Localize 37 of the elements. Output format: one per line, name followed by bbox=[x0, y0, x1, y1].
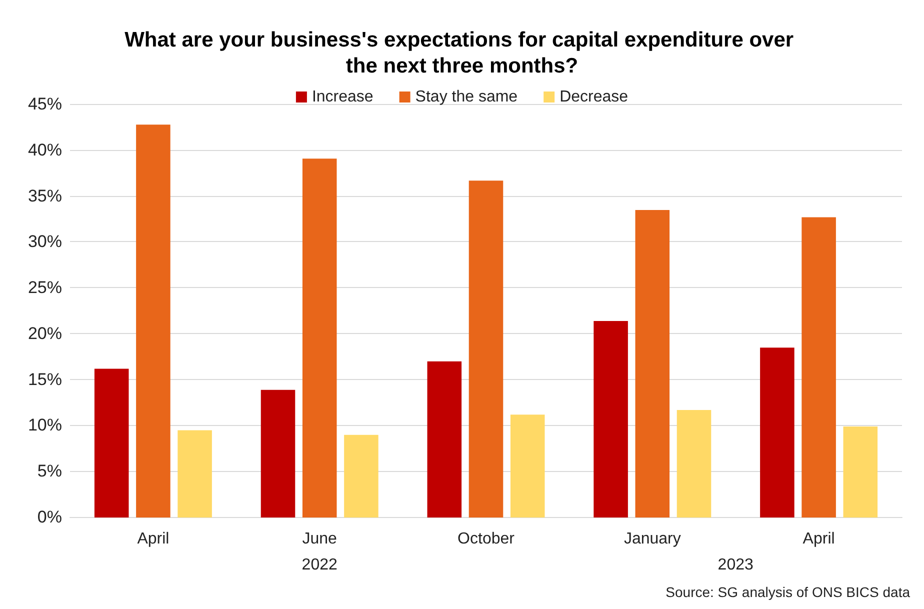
x-tick-label: January bbox=[624, 530, 681, 548]
text: 2023 bbox=[718, 556, 754, 574]
y-tick-label: 30% bbox=[28, 232, 62, 252]
y-tick-label: 45% bbox=[28, 94, 62, 114]
y-tick-label: 20% bbox=[28, 324, 62, 343]
y-tick-label: 5% bbox=[37, 462, 62, 481]
bar bbox=[344, 434, 378, 518]
legend-label: Decrease bbox=[560, 88, 628, 106]
bar bbox=[427, 361, 462, 518]
bar bbox=[843, 426, 878, 518]
y-tick-label: 25% bbox=[28, 278, 62, 298]
bar bbox=[676, 410, 712, 518]
x-tick-label: April bbox=[802, 530, 835, 548]
bar bbox=[468, 180, 504, 518]
bar bbox=[635, 210, 670, 518]
bar bbox=[94, 368, 129, 518]
source-note: Source: SG analysis of ONS BICS data bbox=[666, 584, 910, 600]
y-tick-label: 10% bbox=[28, 416, 62, 435]
bar bbox=[594, 321, 628, 518]
bar bbox=[760, 348, 794, 518]
y-tick-label: 40% bbox=[28, 140, 62, 160]
bar bbox=[178, 430, 212, 518]
y-tick-label: 15% bbox=[28, 370, 62, 389]
bar bbox=[802, 217, 836, 518]
bar bbox=[260, 390, 296, 518]
chart-title: What are your business's expectations for capital expenditure over the next three months? bbox=[124, 28, 800, 78]
bar bbox=[510, 414, 545, 518]
legend-label: Stay the same bbox=[415, 88, 518, 106]
bar bbox=[136, 124, 170, 518]
x-tick-label: April bbox=[137, 530, 170, 548]
text: 2022 bbox=[302, 556, 338, 574]
legend-label: Increase bbox=[312, 88, 374, 106]
bar bbox=[302, 158, 337, 518]
y-tick-label: 35% bbox=[28, 186, 62, 206]
x-tick-label: October bbox=[458, 530, 516, 548]
y-tick-label: 0% bbox=[37, 508, 62, 526]
x-tick-label: June bbox=[302, 530, 338, 548]
